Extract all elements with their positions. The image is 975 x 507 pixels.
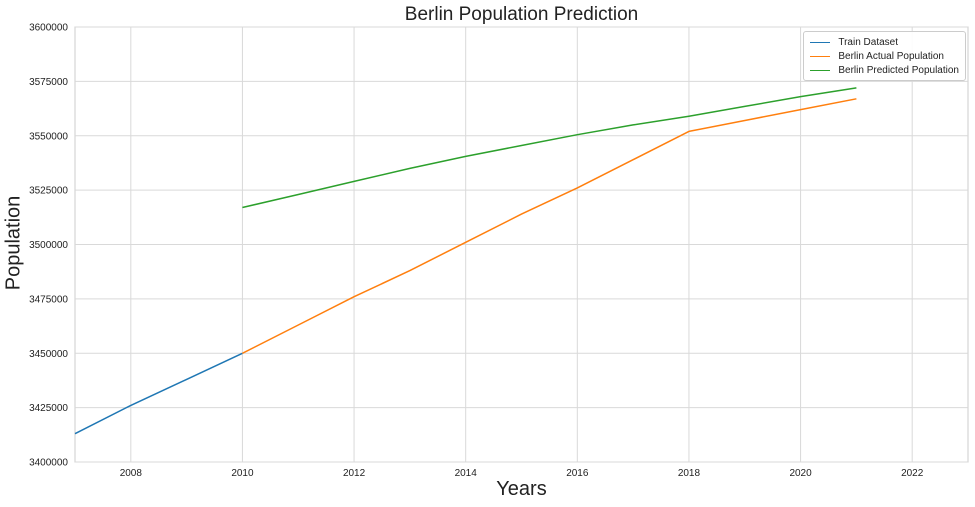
series-line-actual xyxy=(242,98,857,354)
y-tick-label: 3475000 xyxy=(29,294,68,305)
x-tick-label: 2018 xyxy=(678,468,701,479)
x-tick-label: 2010 xyxy=(231,468,254,479)
x-tick-label: 2012 xyxy=(343,468,366,479)
legend-item-actual: Berlin Actual Population xyxy=(810,49,959,63)
x-tick-label: 2022 xyxy=(901,468,924,479)
x-tick-label: 2008 xyxy=(120,468,143,479)
y-tick-label: 3600000 xyxy=(29,23,68,34)
chart-title: Berlin Population Prediction xyxy=(404,4,639,25)
y-axis-label-text: Population xyxy=(2,195,25,291)
grid-lines xyxy=(74,26,969,463)
legend-swatch-predicted xyxy=(810,69,831,71)
legend-swatch-train xyxy=(810,41,831,43)
x-tick-label: 2014 xyxy=(455,468,478,479)
y-tick-label: 3575000 xyxy=(29,77,68,88)
series-lines xyxy=(74,87,857,435)
legend-swatch-actual xyxy=(810,55,831,57)
series-line-predicted xyxy=(242,87,857,209)
y-tick-label: 3550000 xyxy=(29,131,68,142)
legend-label-actual: Berlin Actual Population xyxy=(838,50,944,62)
x-axis-label: Years xyxy=(496,478,547,500)
legend-label-train: Train Dataset xyxy=(838,36,899,48)
y-tick-label: 3525000 xyxy=(29,186,68,197)
x-tick-label: 2016 xyxy=(566,468,589,479)
y-tick-label: 3500000 xyxy=(29,240,68,251)
legend-item-predicted: Berlin Predicted Population xyxy=(810,63,959,77)
legend-item-train: Train Dataset xyxy=(810,35,959,49)
y-tick-label: 3400000 xyxy=(29,458,68,469)
x-tick-label: 2020 xyxy=(789,468,812,479)
legend-label-predicted: Berlin Predicted Population xyxy=(838,64,959,76)
y-tick-label: 3450000 xyxy=(29,349,68,360)
y-tick-label: 3425000 xyxy=(29,403,68,414)
legend: Train Dataset Berlin Actual Population B… xyxy=(803,31,966,81)
tick-labels: 2008 2010 2012 2014 2016 2018 2020 2022 3400000 3… xyxy=(29,23,924,480)
series-line-train xyxy=(74,352,243,435)
